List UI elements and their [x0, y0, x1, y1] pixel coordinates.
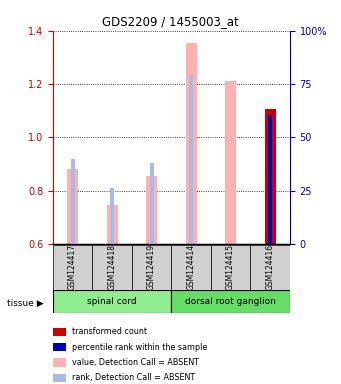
Bar	[250, 245, 290, 290]
Text: dorsal root ganglion: dorsal root ganglion	[185, 297, 276, 306]
Bar	[186, 43, 197, 244]
Bar	[110, 188, 114, 244]
Text: tissue ▶: tissue ▶	[7, 299, 43, 308]
Bar	[67, 169, 78, 244]
Text: spinal cord: spinal cord	[87, 297, 137, 306]
Bar	[268, 115, 272, 244]
Bar	[92, 245, 132, 290]
Bar	[146, 176, 157, 244]
Bar	[189, 74, 193, 244]
Text: value, Detection Call = ABSENT: value, Detection Call = ABSENT	[72, 358, 198, 367]
Bar	[211, 245, 250, 290]
Bar	[53, 245, 92, 290]
Text: GSM124418: GSM124418	[108, 244, 117, 290]
Bar	[53, 290, 171, 313]
Text: GSM124415: GSM124415	[226, 244, 235, 290]
Text: percentile rank within the sample: percentile rank within the sample	[72, 343, 207, 352]
Bar	[265, 109, 276, 244]
Bar	[71, 159, 75, 244]
Text: GSM124417: GSM124417	[68, 244, 77, 290]
Bar	[171, 290, 290, 313]
Bar	[132, 245, 171, 290]
Bar	[150, 162, 153, 244]
Text: GSM124416: GSM124416	[266, 244, 275, 290]
Text: rank, Detection Call = ABSENT: rank, Detection Call = ABSENT	[72, 373, 195, 382]
Bar	[171, 245, 211, 290]
Text: transformed count: transformed count	[72, 327, 147, 336]
Text: GSM124419: GSM124419	[147, 244, 156, 290]
Bar	[225, 81, 236, 244]
Bar	[107, 205, 118, 244]
Text: GDS2209 / 1455003_at: GDS2209 / 1455003_at	[102, 15, 239, 28]
Text: GSM124414: GSM124414	[187, 244, 196, 290]
